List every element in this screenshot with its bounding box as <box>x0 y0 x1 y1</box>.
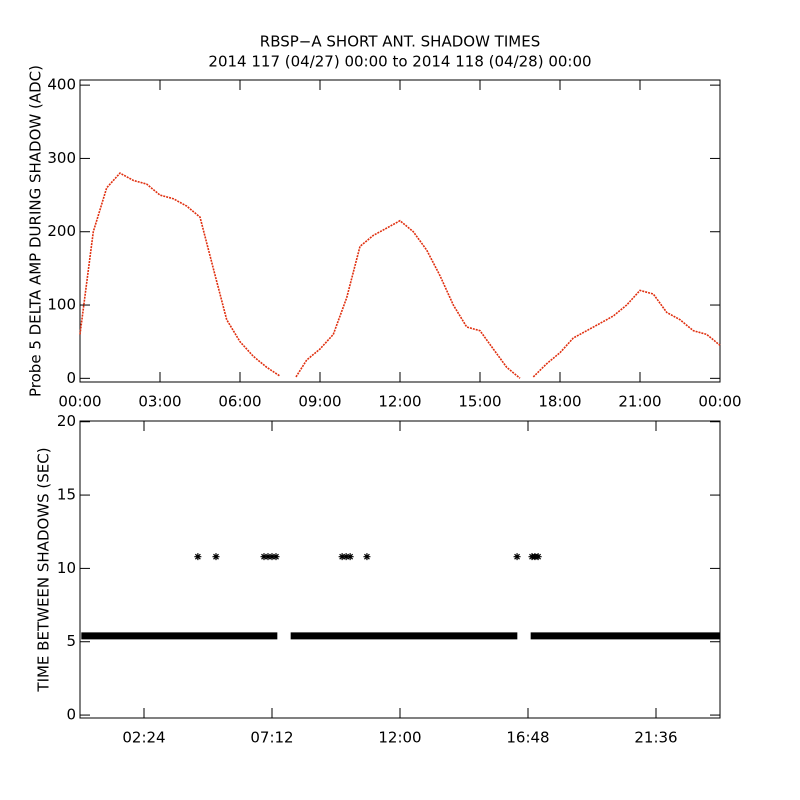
x-tick-label: 21:36 <box>634 729 677 747</box>
point <box>268 553 276 561</box>
y-tick-label: 200 <box>47 222 76 240</box>
plot-frame <box>79 420 721 719</box>
x-tick-label: 06:00 <box>218 393 261 411</box>
y-tick-label: 300 <box>47 149 76 167</box>
x-tick-label: 16:48 <box>506 729 549 747</box>
x-tick-label: 02:24 <box>122 729 165 747</box>
x-tick-label: 00:00 <box>58 393 101 411</box>
point <box>260 553 268 561</box>
point <box>212 553 220 561</box>
y-tick-label: 15 <box>57 486 76 504</box>
y-tick-label: 5 <box>66 632 76 650</box>
point <box>272 553 280 561</box>
x-tick-label: 00:00 <box>698 393 741 411</box>
point <box>346 553 354 561</box>
y-tick-label: 400 <box>47 76 76 94</box>
x-tick-label: 07:12 <box>250 729 293 747</box>
chart-title: RBSP−A SHORT ANT. SHADOW TIMES <box>260 33 540 51</box>
y-tick-label: 0 <box>66 369 76 387</box>
point <box>363 553 371 561</box>
chart-subtitle: 2014 117 (04/27) 00:00 to 2014 118 (04/2… <box>208 53 591 71</box>
x-tick-label: 21:00 <box>618 393 661 411</box>
point <box>194 553 202 561</box>
x-tick-label: 12:00 <box>378 729 421 747</box>
plot-frame <box>79 79 721 383</box>
x-tick-label: 03:00 <box>138 393 181 411</box>
data-line <box>79 172 721 379</box>
x-tick-label: 18:00 <box>538 393 581 411</box>
y-tick-label: 100 <box>47 296 76 314</box>
y-tick-label: 10 <box>57 559 76 577</box>
point <box>338 553 346 561</box>
y-axis-label: Probe 5 DELTA AMP DURING SHADOW (ADC) <box>27 65 45 397</box>
y-axis-label: TIME BETWEEN SHADOWS (SEC) <box>35 447 53 692</box>
y-tick-label: 20 <box>57 412 76 430</box>
point <box>513 553 521 561</box>
point <box>342 553 350 561</box>
point <box>264 553 272 561</box>
x-tick-label: 12:00 <box>378 393 421 411</box>
x-tick-label: 15:00 <box>458 393 501 411</box>
y-tick-label: 0 <box>66 706 76 724</box>
x-tick-label: 09:00 <box>298 393 341 411</box>
point <box>534 553 542 561</box>
